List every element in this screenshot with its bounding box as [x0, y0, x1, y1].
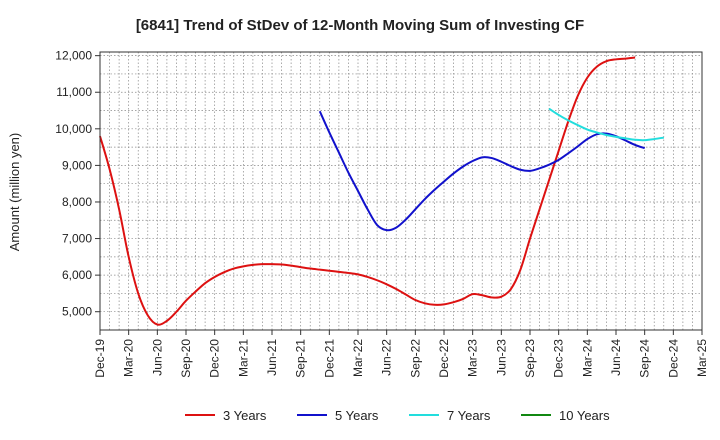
y-tick-label: 8,000 — [62, 195, 92, 209]
x-tick-label: Sep-23 — [523, 339, 537, 378]
legend-label-10-years: 10 Years — [559, 408, 610, 423]
x-tick-label: Dec-21 — [322, 339, 336, 378]
x-tick-label: Jun-24 — [609, 339, 623, 376]
series-line-5-years — [318, 110, 645, 232]
grid — [99, 52, 703, 330]
y-tick-label: 7,000 — [62, 232, 92, 246]
y-tick-label: 11,000 — [56, 85, 92, 99]
x-tick-label: Jun-21 — [265, 339, 279, 376]
x-tick-label: Sep-22 — [408, 339, 422, 378]
x-tick-label: Dec-22 — [437, 339, 451, 378]
y-axis-label: Amount (million yen) — [7, 133, 22, 252]
y-tick-label: 5,000 — [62, 305, 92, 319]
x-tick-label: Mar-20 — [122, 339, 136, 377]
x-tick-label: Jun-20 — [150, 339, 164, 376]
legend: 3 Years 5 Years 7 Years 10 Years — [185, 408, 610, 423]
y-axis-ticks: 5,000 6,000 7,000 8,000 9,000 10,000 11,000 12,… — [55, 49, 100, 319]
y-tick-label: 10,000 — [55, 122, 92, 136]
x-tick-label: Mar-23 — [466, 339, 480, 377]
x-tick-label: Mar-22 — [351, 339, 365, 377]
legend-label-5-years: 5 Years — [335, 408, 379, 423]
x-tick-label: Dec-24 — [666, 339, 680, 378]
chart-title: [6841] Trend of StDev of 12-Month Moving… — [136, 17, 584, 34]
x-tick-label: Sep-24 — [638, 339, 652, 378]
legend-label-3-years: 3 Years — [223, 408, 267, 423]
x-tick-label: Sep-21 — [294, 339, 308, 378]
x-tick-label: Dec-20 — [208, 339, 222, 378]
series-line-7-years — [548, 107, 664, 142]
x-tick-label: Jun-23 — [494, 339, 508, 376]
legend-label-7-years: 7 Years — [447, 408, 491, 423]
x-tick-label: Jun-22 — [380, 339, 394, 376]
plot-frame — [99, 51, 703, 331]
x-tick-label: Dec-23 — [552, 339, 566, 378]
x-tick-label: Mar-25 — [695, 339, 709, 377]
y-tick-label: 6,000 — [62, 268, 92, 282]
x-tick-label: Sep-20 — [179, 339, 193, 378]
y-tick-label: 9,000 — [62, 158, 92, 172]
x-tick-label: Mar-24 — [580, 339, 594, 377]
series-layer — [99, 56, 664, 326]
y-tick-label: 12,000 — [55, 49, 92, 63]
x-tick-label: Dec-19 — [93, 339, 107, 378]
series-line-3-years — [99, 56, 636, 326]
x-axis-ticks: Dec-19 Mar-20 Jun-20 Sep-20 Dec-20 Mar-21 Jun-… — [93, 330, 709, 378]
x-tick-label: Mar-21 — [236, 339, 250, 377]
